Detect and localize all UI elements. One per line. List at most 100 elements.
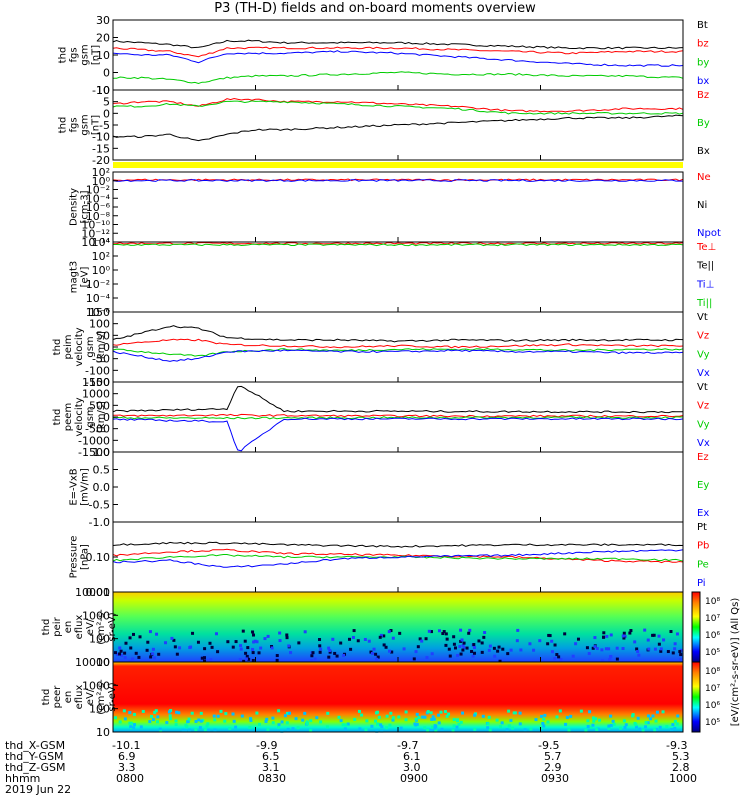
- peer-pixel: [377, 715, 381, 719]
- peer-pixel: [197, 718, 201, 722]
- fgs-ytick-label: -10: [92, 84, 110, 97]
- peir-pixel: [461, 643, 465, 647]
- peir-pixel: [609, 633, 613, 637]
- peer-pixel: [206, 722, 210, 726]
- peem-ylabel: peem: [63, 403, 74, 431]
- peir-pixel: [553, 657, 557, 661]
- peir-pixel: [608, 659, 612, 663]
- peer-pixel: [507, 709, 511, 713]
- peer-pixel: [598, 718, 602, 722]
- peer-pixel: [139, 725, 143, 729]
- peer-pixel: [461, 711, 465, 715]
- peir-pixel: [487, 648, 491, 652]
- peir-pixel: [448, 654, 452, 658]
- peer-pixel: [277, 725, 281, 729]
- peer-pixel: [426, 710, 430, 714]
- panel-peer: 10⁸ 10⁷ 10⁶ 10⁵ 10000 1000 100 10 thd peer en eflux…: [41, 656, 720, 739]
- density-legend-2: Npot: [697, 228, 721, 239]
- peir-pixel: [398, 631, 402, 635]
- peir-pixel: [437, 629, 441, 633]
- peir-pixel: [453, 646, 457, 650]
- temperature-ytick-label: 10⁻²: [86, 278, 110, 291]
- peer-pixel: [555, 715, 559, 719]
- peir-pixel: [242, 659, 246, 663]
- peir-pixel: [285, 633, 289, 637]
- peir-pixel: [153, 656, 157, 660]
- peir-pixel: [374, 652, 378, 656]
- peir-pixel: [128, 659, 132, 663]
- peir-colorbar-tick: 10⁸: [705, 597, 720, 607]
- peer-pixel: [591, 716, 595, 720]
- peir-pixel: [441, 632, 445, 636]
- peir-pixel: [427, 629, 431, 633]
- peir-pixel: [244, 651, 248, 655]
- peim-ylabel: gsm: [85, 336, 96, 357]
- peer-pixel: [567, 728, 571, 732]
- peir-pixel: [546, 642, 550, 646]
- peir-ylabel: sr-eV): [107, 612, 118, 641]
- peer-pixel: [638, 727, 642, 731]
- peir-pixel: [328, 649, 332, 653]
- peer-pixel: [385, 726, 389, 730]
- peir-pixel: [200, 656, 204, 660]
- fgs-ytick-label: 30: [96, 14, 110, 27]
- peer-pixel: [586, 719, 590, 723]
- series-Npot: [112, 179, 684, 182]
- temperature-ytick-label: 10⁴: [92, 236, 111, 249]
- footer-t-4: 1000: [669, 772, 697, 785]
- peer-pixel: [439, 710, 443, 714]
- peer-pixel: [129, 725, 133, 729]
- peir-pixel: [252, 640, 256, 644]
- peer-pixel: [609, 714, 613, 718]
- peir-pixel: [376, 655, 380, 659]
- peir-pixel: [425, 656, 429, 660]
- peer-pixel: [670, 728, 674, 732]
- peer-pixel: [644, 721, 648, 725]
- peir-pixel: [244, 657, 248, 661]
- peir-pixel: [548, 634, 552, 638]
- panel-efield: 1.0 0.5 0.0 -0.5 -1.0 E=-VxB [mV/m] Ez Ey Ex: [69, 446, 710, 529]
- peir-pixel: [303, 630, 307, 634]
- peir-pixel: [600, 648, 604, 652]
- series-Vz: [112, 338, 684, 349]
- peir-pixel: [251, 647, 255, 651]
- peir-pixel: [493, 654, 497, 658]
- peer-pixel: [518, 722, 522, 726]
- peir-pixel: [593, 636, 597, 640]
- peer-ylabel: peer: [52, 685, 63, 709]
- peir-pixel: [203, 647, 207, 651]
- peir-pixel: [372, 647, 376, 651]
- peir-pixel: [621, 634, 625, 638]
- peir-pixel: [226, 640, 230, 644]
- peir-pixel: [669, 630, 673, 634]
- peer-pixel: [364, 728, 368, 732]
- peer-pixel: [534, 718, 538, 722]
- peer-pixel: [588, 710, 592, 714]
- fgs2-ytick-label: -20: [92, 154, 110, 167]
- peer-pixel: [433, 726, 437, 730]
- peim-ylabel: thd: [52, 339, 63, 356]
- footer-t-3: 0930: [541, 772, 569, 785]
- peer-pixel: [187, 717, 191, 721]
- fgs-ylabel: thd: [58, 47, 69, 64]
- peer-pixel: [249, 717, 253, 721]
- fgs-ytick-label: 20: [96, 32, 110, 45]
- peer-pixel: [305, 720, 309, 724]
- peir-pixel: [675, 632, 679, 636]
- temperature-ylabel: [eV]: [80, 267, 91, 288]
- series-Vt: [112, 325, 684, 343]
- peer-pixel: [649, 717, 653, 721]
- peer-pixel: [370, 724, 374, 728]
- peem-ytick-label: 500: [89, 399, 110, 412]
- pressure-ytick-label: 0.01: [86, 586, 111, 599]
- peer-pixel: [473, 727, 477, 731]
- peer-pixel: [389, 711, 393, 715]
- peer-pixel: [150, 714, 154, 718]
- peir-pixel: [124, 641, 128, 645]
- peir-pixel: [458, 645, 462, 649]
- peir-pixel: [498, 659, 502, 663]
- footer-z-4: 2.8: [672, 761, 690, 774]
